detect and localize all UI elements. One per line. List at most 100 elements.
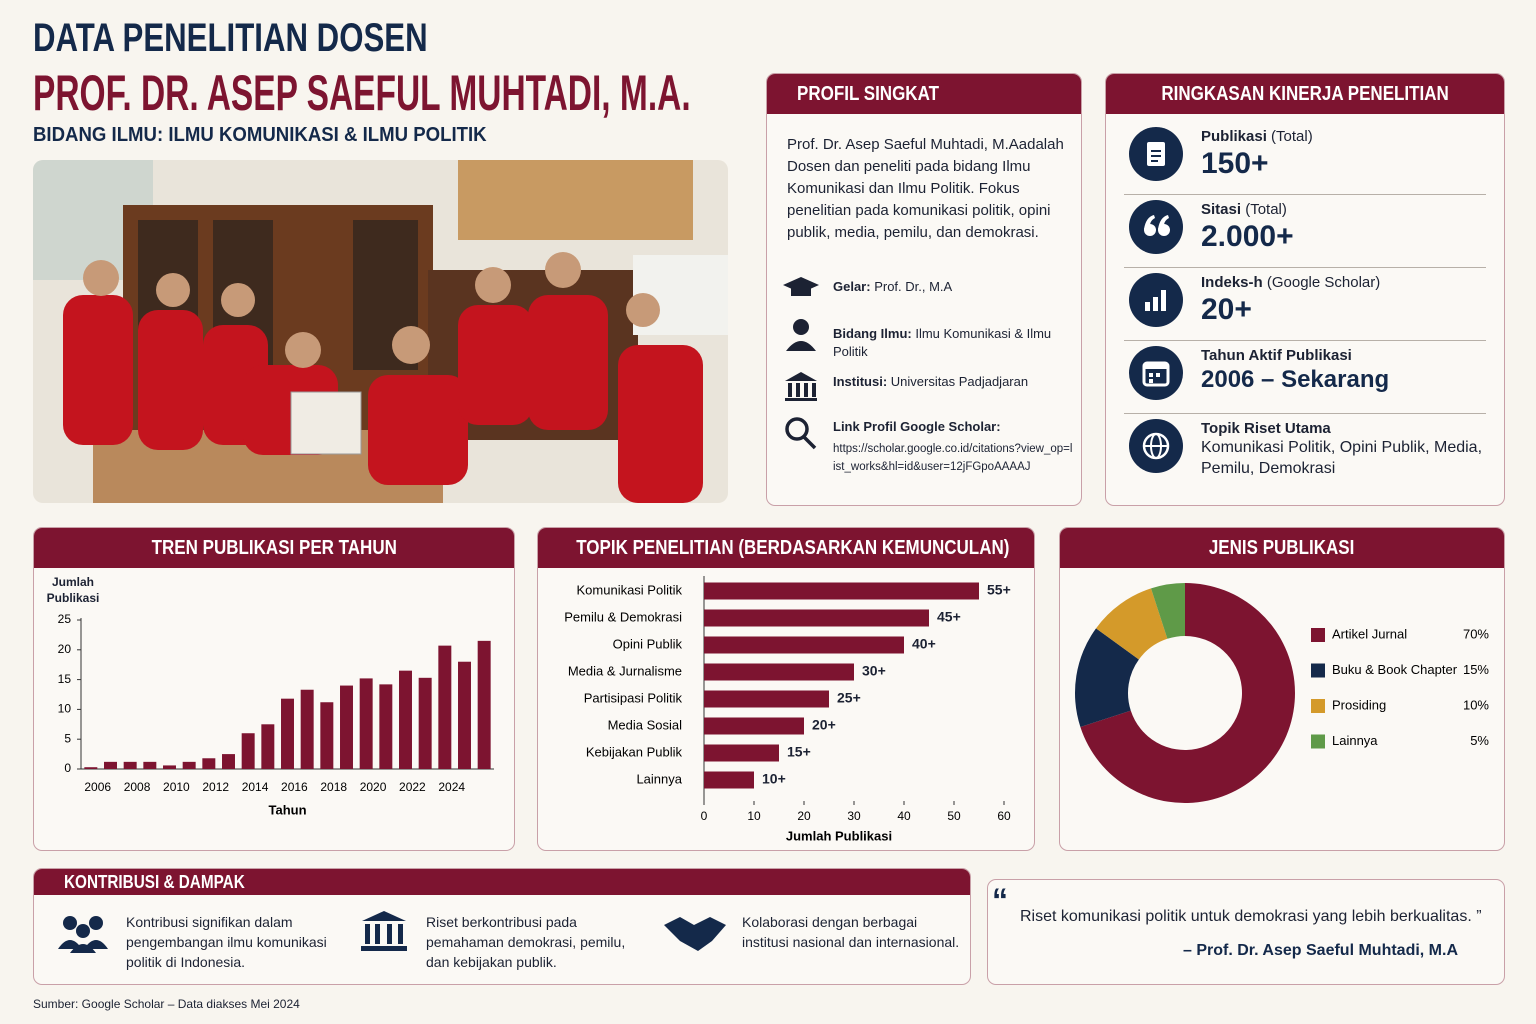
topics-panel: Komunikasi Politik 55+ Pemilu & Demokrasi 4… <box>537 527 1035 851</box>
face <box>156 273 190 307</box>
rect-shape <box>1144 363 1168 369</box>
icon-search <box>785 417 817 450</box>
person <box>368 375 468 485</box>
y-tick-label: 0 <box>64 761 71 775</box>
bar <box>123 761 137 769</box>
bar <box>704 663 854 681</box>
bar <box>104 761 117 769</box>
chart-title: TOPIK PENELITIAN (BERDASARKAN KEMUNCULAN… <box>576 537 1010 559</box>
x-tick-label: 2012 <box>202 780 229 794</box>
icon-person <box>786 319 816 351</box>
icon-part <box>785 398 817 401</box>
path-shape <box>1158 215 1169 229</box>
icon-part <box>788 383 792 397</box>
rect-shape <box>1147 142 1165 166</box>
y-tick-label: 10 <box>58 702 72 716</box>
x-tick-label: 40 <box>897 809 911 823</box>
summary-label: Topik Riset Utama <box>1201 420 1331 437</box>
x-tick-label: 50 <box>947 809 961 823</box>
category-label: Lainnya <box>636 771 682 786</box>
panel-header: TOPIK PENELITIAN (BERDASARKAN KEMUNCULAN… <box>538 528 1034 568</box>
header-kicker: DATA PENELITIAN DOSEN <box>33 16 428 60</box>
value-label: 30+ <box>862 663 886 679</box>
summary-panel: RINGKASAN KINERJA PENELITIAN Publikasi (… <box>1105 73 1505 506</box>
profile-item-value: Universitas Padjadjaran <box>890 374 1029 389</box>
bar <box>704 744 779 762</box>
summary-note: (Google Scholar) <box>1266 274 1381 291</box>
bar <box>704 609 929 627</box>
icon-part <box>791 288 811 296</box>
x-tick-label: 20 <box>797 809 811 823</box>
rect-shape <box>1145 302 1150 311</box>
bar <box>222 754 235 769</box>
panel-header: KONTRIBUSI & DAMPAK <box>34 869 970 895</box>
bar <box>84 767 98 769</box>
face <box>475 267 511 303</box>
x-tick-label: 30 <box>847 809 861 823</box>
person <box>458 305 533 425</box>
icon-part <box>796 383 800 397</box>
summary-separator <box>1124 340 1486 341</box>
summary-label-line: Tahun Aktif Publikasi <box>1201 347 1486 364</box>
face <box>285 332 321 368</box>
bar <box>359 678 373 769</box>
chart: Artikel Jurnal 70% Buku & Book Chapter 15% P… <box>1074 583 1489 803</box>
icon-part <box>76 924 90 938</box>
g-shape <box>1147 142 1165 166</box>
bar <box>340 685 353 769</box>
legend-label: Prosiding <box>1332 697 1386 712</box>
rect-shape <box>1149 373 1153 377</box>
circle-shape <box>1129 200 1183 254</box>
summary-label-line: Publikasi (Total) <box>1201 128 1486 145</box>
face <box>626 293 660 327</box>
quote-text: Riset komunikasi politik untuk demokrasi… <box>1020 908 1482 925</box>
contribution-icons <box>58 911 726 953</box>
bar <box>477 640 491 769</box>
photo-scene <box>33 160 728 503</box>
profile-item-value: https://scholar.google.co.id/citations?v… <box>833 443 1073 473</box>
legend-swatch <box>1311 663 1325 678</box>
y-tick-label: 25 <box>58 612 72 626</box>
profile-icons <box>783 277 819 450</box>
person <box>528 295 608 430</box>
icon-part <box>785 417 809 441</box>
category-label: Partisipasi Politik <box>584 690 683 705</box>
legend-value: 15% <box>1463 662 1489 677</box>
face <box>221 283 255 317</box>
icon-part <box>365 924 370 944</box>
bar <box>704 771 754 789</box>
panel-title: KONTRIBUSI & DAMPAK <box>64 872 245 892</box>
icon-part <box>804 383 808 397</box>
summary-value: 2.000+ <box>1201 220 1294 253</box>
g-shape <box>1144 215 1170 236</box>
x-tick-label: 2006 <box>84 780 111 794</box>
profile-description: Prof. Dr. Asep Saeful Muhtadi, M.Aadalah… <box>787 136 1064 241</box>
summary-value: 20+ <box>1201 293 1252 326</box>
certificate <box>290 391 362 455</box>
icon-part <box>812 383 816 397</box>
summary-item: Sitasi (Total) 2.000+ <box>1124 195 1486 268</box>
x-tick-label: 2016 <box>281 780 308 794</box>
bar <box>704 717 804 735</box>
profile-item-value: Prof. Dr., M.A <box>874 279 953 294</box>
rect-shape <box>1153 297 1158 311</box>
g-shape <box>1142 432 1170 460</box>
face <box>392 326 430 364</box>
g-shape <box>1142 361 1170 387</box>
path-shape <box>1144 215 1155 229</box>
person <box>618 345 703 503</box>
x-tick-label: 2022 <box>399 780 426 794</box>
face <box>83 260 119 296</box>
contribution-text: Riset berkontribusi pada pemahaman demok… <box>426 914 626 970</box>
value-label: 45+ <box>937 609 961 625</box>
bar <box>399 670 412 769</box>
summary-icon <box>1129 273 1183 327</box>
icon-part <box>793 319 809 335</box>
y-axis-label: Jumlah Publikasi <box>46 575 100 605</box>
bar <box>241 733 255 769</box>
bar <box>281 698 294 769</box>
summary-icon <box>1129 127 1183 181</box>
summary-note: (Total) <box>1245 201 1287 218</box>
summary-value: 2006 – Sekarang <box>1201 366 1390 393</box>
